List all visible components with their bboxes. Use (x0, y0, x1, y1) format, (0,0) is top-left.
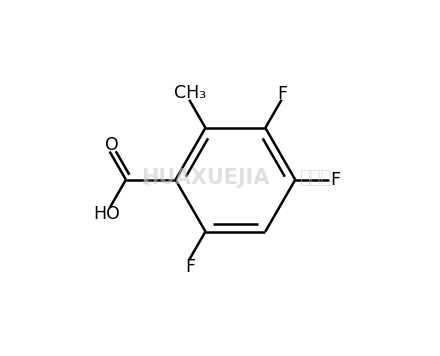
Text: F: F (330, 171, 341, 189)
Text: ®: ® (141, 178, 152, 188)
Text: O: O (105, 136, 118, 155)
Text: HO: HO (93, 205, 121, 223)
Text: F: F (277, 85, 287, 103)
Text: 化学加: 化学加 (299, 169, 331, 187)
Text: HUAXUEJIA: HUAXUEJIA (141, 168, 270, 188)
Text: CH₃: CH₃ (174, 84, 206, 102)
Text: F: F (185, 257, 195, 276)
